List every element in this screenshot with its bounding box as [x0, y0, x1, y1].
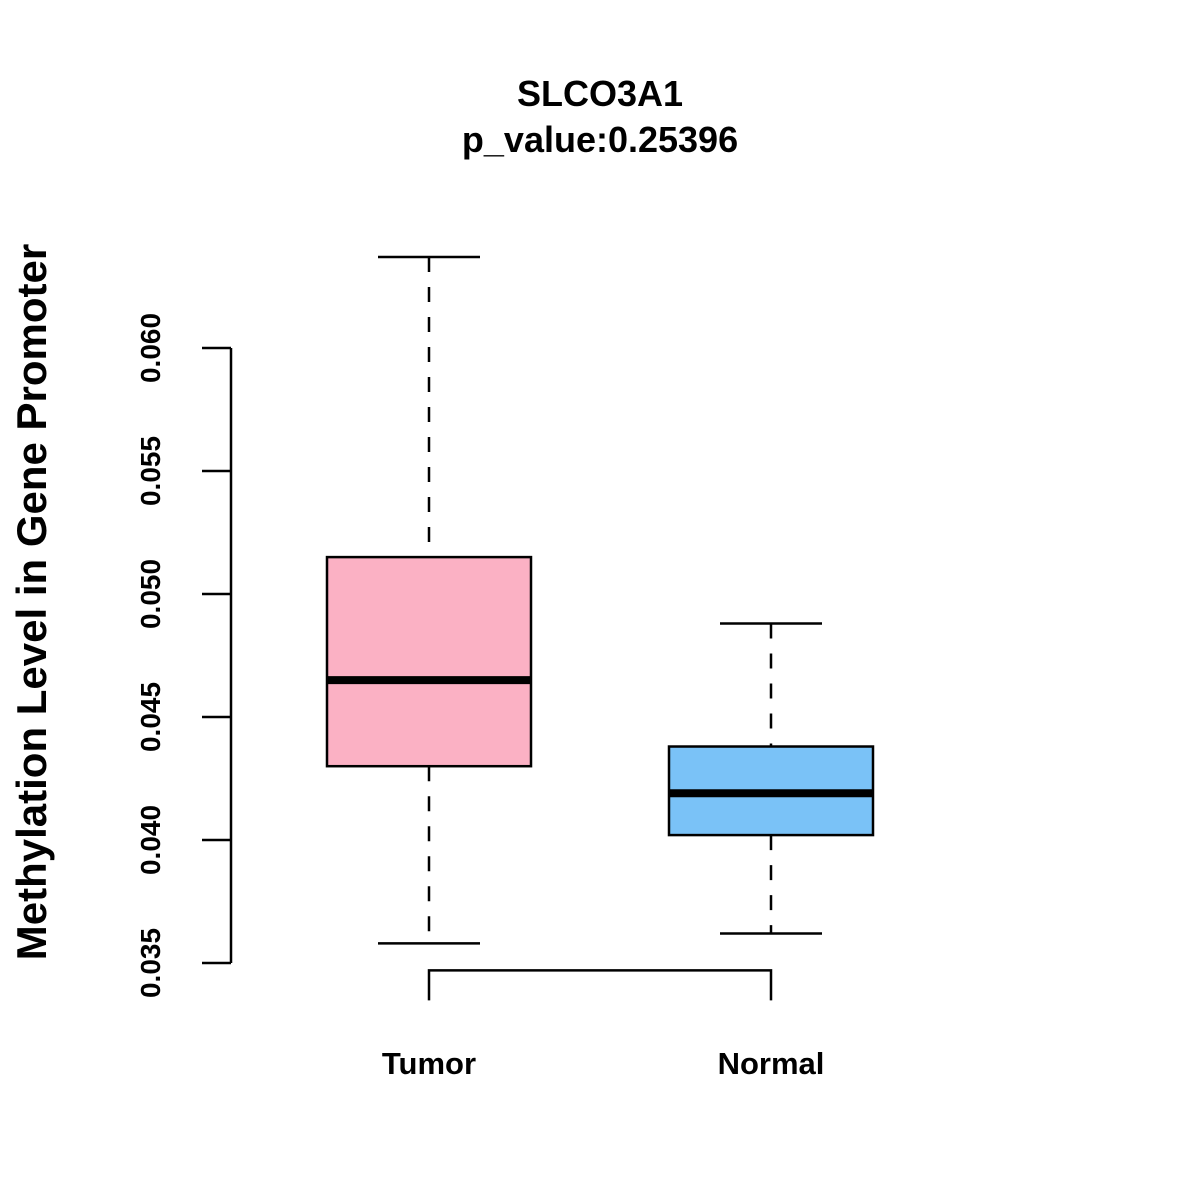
x-category-label: Normal [718, 1046, 825, 1081]
y-tick-label: 0.060 [135, 313, 166, 383]
chart-title: SLCO3A1 [517, 73, 683, 114]
iqr-box [325, 555, 533, 768]
x-category-labels: Tumor Normal [382, 1046, 824, 1081]
y-tick-label: 0.045 [135, 682, 166, 752]
y-tick-label: 0.050 [135, 559, 166, 629]
chart-subtitle: p_value:0.25396 [462, 119, 738, 160]
boxes-group [325, 255, 875, 945]
y-tick-label: 0.040 [135, 805, 166, 875]
y-tick-label: 0.055 [135, 436, 166, 506]
box-normal [667, 622, 875, 935]
y-axis: 0.035 0.040 0.045 0.050 0.055 0.060 [135, 313, 233, 998]
x-category-label: Tumor [382, 1046, 476, 1081]
box-tumor [325, 255, 533, 945]
comparison-bracket [427, 969, 773, 1001]
y-axis-label: Methylation Level in Gene Promoter [8, 244, 55, 960]
y-tick-label: 0.035 [135, 928, 166, 998]
comparison-bracket-group [427, 969, 773, 1001]
